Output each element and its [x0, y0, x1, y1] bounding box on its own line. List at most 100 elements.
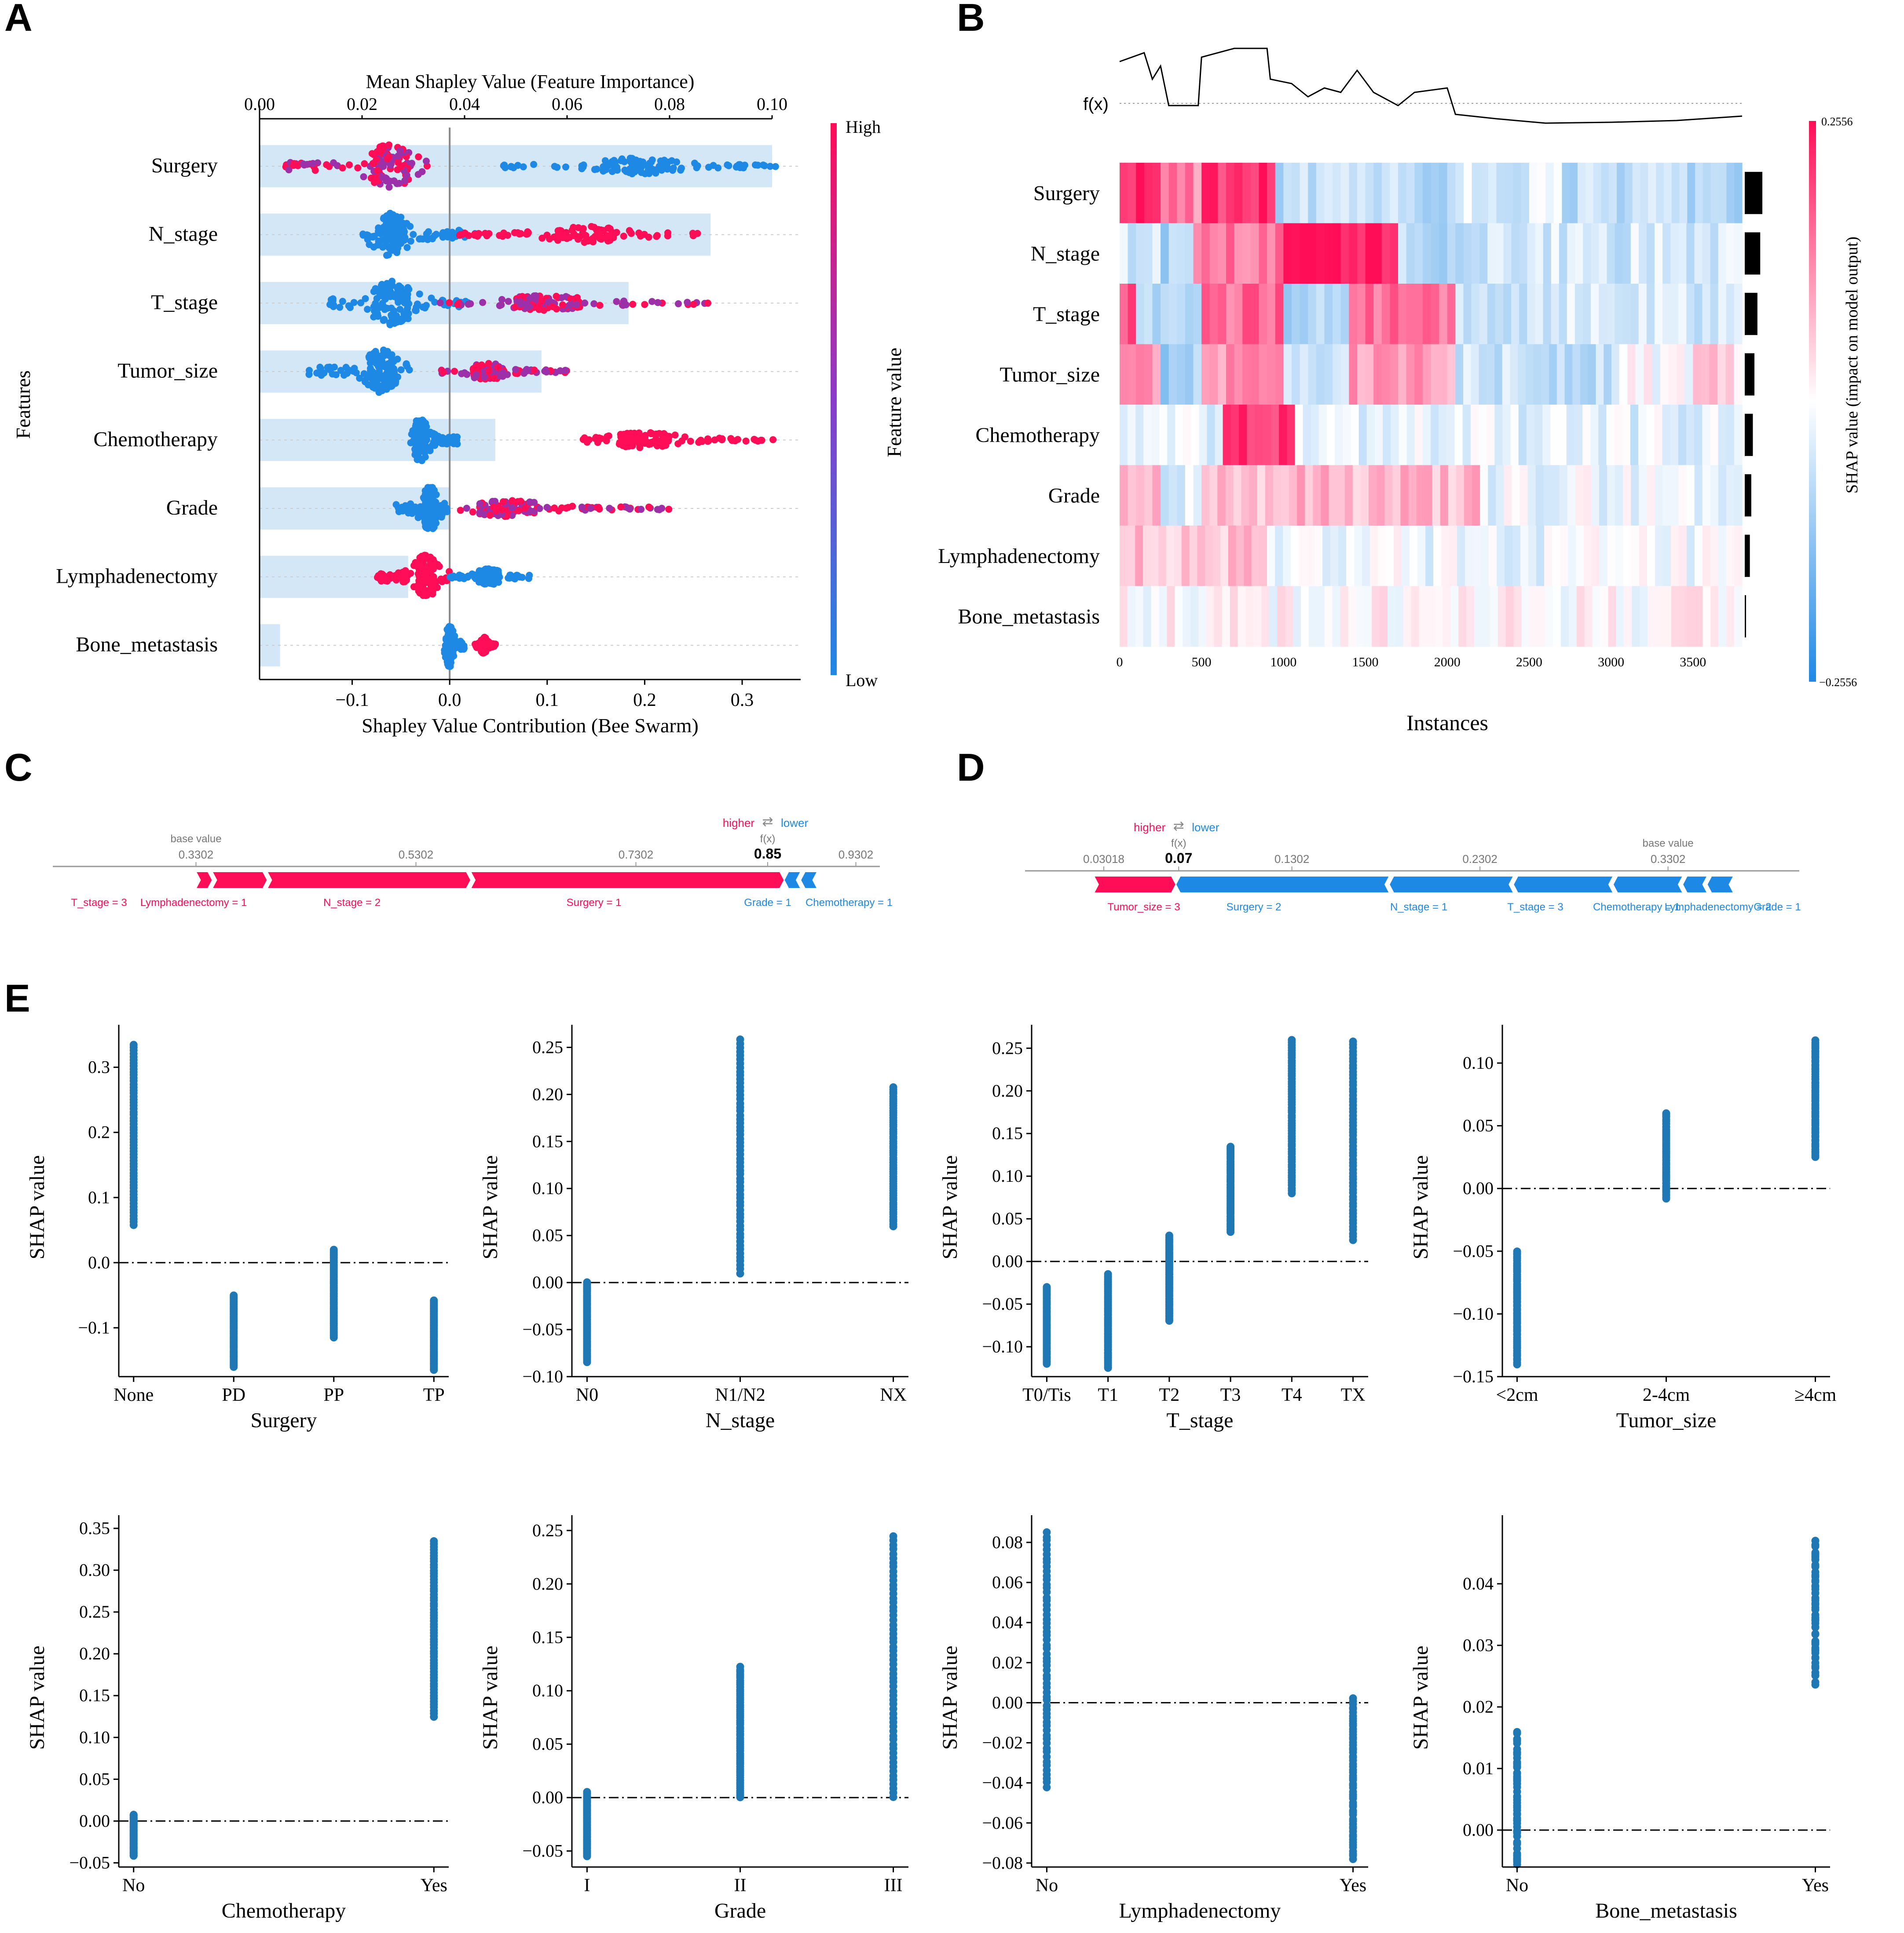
panel-a-swarm-dot [670, 164, 677, 172]
panel-b-heatmap-cell [1734, 344, 1743, 405]
panel-b-heatmap-cell [1607, 526, 1616, 587]
panel-a-swarm-dot [520, 369, 528, 377]
panel-a-swarm-dot [491, 640, 498, 648]
panel-b-heatmap-cell [1152, 223, 1161, 284]
panel-a-swarm-dot [382, 363, 389, 370]
panel-a-swarm-dot [705, 164, 712, 171]
panel-a-swarm-dot [477, 569, 484, 576]
panel-a-swarm-dot [389, 223, 397, 231]
panel-a-swarm-dot [418, 511, 425, 518]
panel-b-heatmap-cell [1640, 586, 1648, 647]
panel-b-heatmap-cell [1567, 465, 1576, 526]
panel-e-dot [1104, 1270, 1112, 1278]
panel-b-heatmap-cell [1439, 163, 1448, 224]
panel-b-heatmap-cell [1630, 223, 1639, 284]
panel-a-bottom-tick-label: −0.1 [335, 690, 369, 710]
panel-a-swarm-dot [370, 243, 377, 251]
panel-c-force-tick-label: 0.7302 [619, 848, 654, 861]
panel-b-heatmap-cell [1551, 465, 1560, 526]
panel-b-heatmap-cell [1419, 586, 1428, 647]
panel-b-heatmap-cell [1575, 223, 1583, 284]
panel-b-heatmap-cell [1470, 405, 1479, 466]
panel-b-heatmap-cell [1291, 223, 1300, 284]
panel-b-heatmap-cell [1400, 465, 1409, 526]
panel-a-swarm-dot [443, 640, 450, 648]
panel-a-swarm-dot [677, 164, 685, 172]
panel-a-swarm-dot [370, 303, 377, 311]
panel-c-force-lower-label: lower [781, 816, 808, 829]
panel-a-swarm-dot [459, 574, 467, 581]
panel-b-heatmap-cell [1377, 465, 1385, 526]
panel-b-heatmap-cell [1726, 284, 1735, 345]
panel-b-heatmap-cell [1360, 465, 1369, 526]
panel-a-swarm-dot [336, 303, 344, 311]
panel-d-force-negative-label: N_stage = 1 [1390, 901, 1447, 913]
panel-b-heatmap-cell [1120, 344, 1128, 405]
panel-b-heatmap-cell [1473, 526, 1481, 587]
panel-e-ylabel: SHAP value [938, 1155, 962, 1260]
panel-a-swarm-dot [486, 512, 494, 519]
panel-b-heatmap-cell [1136, 284, 1145, 345]
panel-e-y-tick-label: 0.15 [79, 1685, 110, 1705]
panel-d-force-fx-label: f(x) [1171, 837, 1186, 849]
panel-a-swarm-dot [658, 166, 666, 174]
panel-b-heatmap-cell [1710, 223, 1719, 284]
panel-b-heatmap-cell [1201, 223, 1210, 284]
panel-b-heatmap-cell [1450, 586, 1459, 647]
panel-a-swarm-dot [392, 380, 399, 387]
panel-a-colorbar-low: Low [846, 670, 878, 690]
panel-b-heatmap-cell [1190, 586, 1199, 647]
panel-e-x-tick-label: Yes [1340, 1875, 1366, 1896]
panel-b-heatmap-cell [1209, 163, 1219, 224]
panel-b-heatmap-cell [1512, 465, 1520, 526]
panel-b-heatmap-cell [1455, 223, 1464, 284]
panel-b-heatmap-cell [1726, 405, 1735, 466]
panel-b-heatmap-cell [1175, 405, 1183, 466]
panel-b-heatmap-cell [1648, 586, 1656, 647]
panel-b-heatmap-cell [1694, 223, 1703, 284]
panel-b-heatmap-cell [1599, 223, 1607, 284]
panel-b-heatmap-cell [1463, 223, 1472, 284]
panel-b-heatmap-cell [1487, 284, 1496, 345]
panel-b-heatmap-cell [1644, 344, 1652, 405]
panel-e-x-tick-label: N1/N2 [715, 1385, 765, 1405]
panel-a-swarm-dot [509, 574, 517, 581]
panel-a-swarm-dot [641, 301, 648, 308]
panel-a-swarm-dot [416, 290, 423, 298]
panel-b-heatmap-cell [1185, 465, 1194, 526]
panel-b-heatmap-cell [1670, 405, 1679, 466]
panel-a-swarm-dot [516, 573, 524, 581]
panel-b-heatmap-cell [1472, 465, 1480, 526]
panel-a-swarm-dot [519, 293, 526, 300]
panel-a-swarm-dot [492, 578, 500, 585]
panel-b-heatmap-cell [1677, 344, 1685, 405]
panel-a-swarm-dot [362, 376, 369, 384]
panel-d-force-tick-label: 0.07 [1165, 850, 1192, 866]
panel-b-heatmap-cell [1152, 465, 1161, 526]
panel-a-swarm-dot [496, 302, 503, 309]
panel-b-heatmap-cell [1135, 526, 1143, 587]
panel-b-heatmap-cell [1384, 465, 1393, 526]
panel-b-heatmap-cell [1324, 284, 1333, 345]
panel-a-swarm-dot [498, 506, 505, 513]
panel-a-swarm-dot [526, 571, 533, 579]
panel-b-heatmap-cell [1494, 405, 1503, 466]
panel-a-swarm-dot [384, 243, 392, 250]
panel-a-swarm-dot [329, 370, 336, 378]
panel-b-heatmap-cell [1431, 223, 1439, 284]
panel-b-heatmap-cell [1327, 405, 1335, 466]
panel-a-swarm-dot [408, 160, 416, 167]
panel-b-heatmap-cell [1512, 163, 1521, 224]
panel-b-heatmap-cell [1175, 586, 1183, 647]
panel-b-heatmap-cell [1161, 163, 1169, 224]
panel-b-heatmap-cell [1582, 405, 1591, 466]
panel-e-y-tick-label: −0.05 [522, 1319, 563, 1339]
panel-b-heatmap-cell [1324, 344, 1333, 405]
panel-a-swarm-dot [422, 522, 429, 530]
panel-b-heatmap-cell [1193, 284, 1202, 345]
panel-b-heatmap-cell [1734, 223, 1743, 284]
panel-b-heatmap-cell [1373, 284, 1382, 345]
panel-a-swarm-dot [375, 237, 382, 245]
panel-c-force-fx-label: f(x) [760, 833, 776, 845]
panel-a-swarm-dot [379, 145, 387, 152]
